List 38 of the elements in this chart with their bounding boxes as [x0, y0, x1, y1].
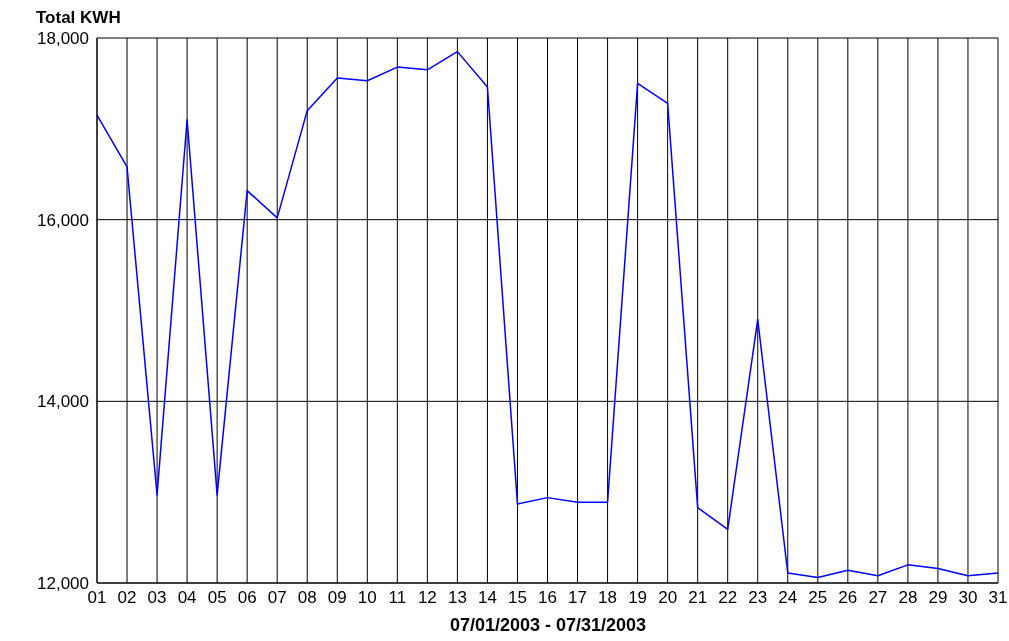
x-tick-label: 20 — [658, 588, 678, 608]
x-tick-label: 31 — [988, 588, 1008, 608]
x-tick-label: 27 — [868, 588, 888, 608]
x-tick-label: 19 — [628, 588, 648, 608]
x-tick-label: 26 — [838, 588, 858, 608]
y-tick-label: 18,000 — [37, 29, 89, 49]
x-tick-label: 04 — [177, 588, 197, 608]
x-tick-label: 15 — [508, 588, 527, 608]
x-tick-label: 16 — [538, 588, 557, 608]
x-tick-label: 07 — [267, 588, 287, 608]
line-series — [96, 50, 999, 579]
x-tick-label: 29 — [928, 588, 948, 608]
x-tick-label: 23 — [748, 588, 768, 608]
x-tick-label: 22 — [718, 588, 738, 608]
x-tick-label: 30 — [958, 588, 978, 608]
x-tick-label: 02 — [117, 588, 137, 608]
y-tick-label: 12,000 — [37, 574, 89, 594]
x-tick-label: 14 — [477, 588, 497, 608]
x-tick-label: 01 — [87, 588, 107, 608]
x-tick-label: 12 — [417, 588, 437, 608]
x-tick-label: 09 — [327, 588, 347, 608]
x-tick-label: 28 — [898, 588, 918, 608]
chart-title: Total KWH — [36, 8, 121, 28]
x-tick-label: 11 — [388, 588, 407, 608]
x-tick-label: 05 — [207, 588, 227, 608]
x-tick-label: 21 — [688, 588, 708, 608]
x-tick-label: 13 — [447, 588, 467, 608]
x-axis-title: 07/01/2003 - 07/31/2003 — [448, 615, 648, 636]
x-tick-label: 24 — [778, 588, 798, 608]
x-tick-label: 17 — [568, 588, 587, 608]
y-tick-label: 16,000 — [37, 210, 89, 230]
y-tick-label: 14,000 — [37, 392, 89, 412]
x-tick-label: 25 — [808, 588, 828, 608]
x-tick-label: 03 — [147, 588, 167, 608]
x-tick-label: 06 — [237, 588, 257, 608]
x-tick-label: 10 — [357, 588, 377, 608]
x-tick-label: 18 — [598, 588, 618, 608]
x-tick-label: 08 — [297, 588, 317, 608]
